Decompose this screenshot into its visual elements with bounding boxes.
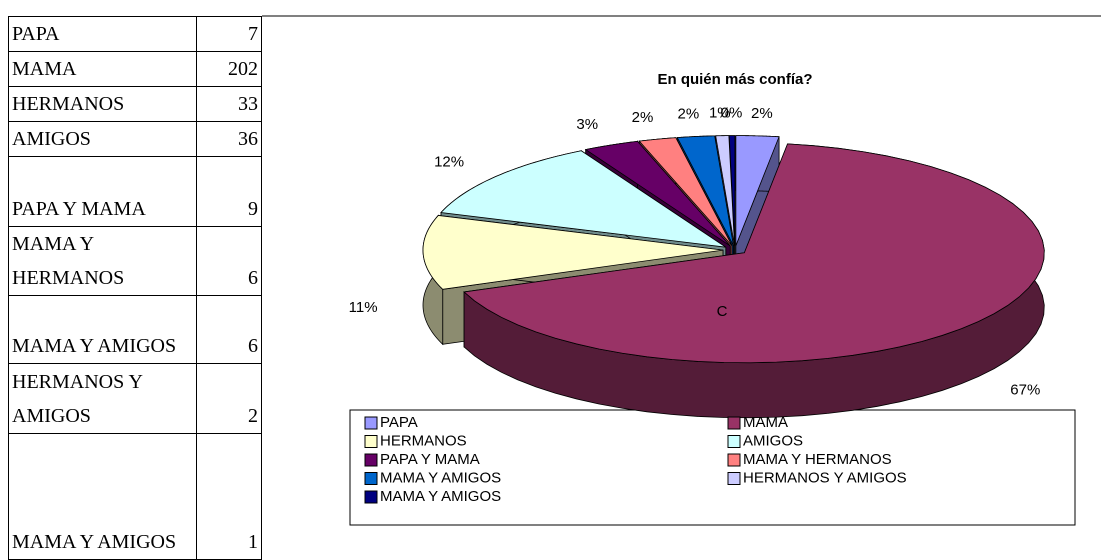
data-label: 0% [721,105,743,122]
count-cell: 202 [196,51,262,87]
legend-box [349,409,1076,526]
label-cell: MAMA [8,51,197,87]
pie-slice [728,135,736,246]
legend-swatch [364,416,378,430]
legend-swatch [727,416,741,430]
legend-swatch [364,453,378,467]
legend-label: MAMA Y HERMANOS [743,451,892,468]
legend-label: AMIGOS [743,432,803,449]
pie-slice [440,150,726,248]
table-row: MAMA Y AMIGOS 1 [8,433,262,560]
table-row: MAMA Y HERMANOS 6 [8,226,262,296]
table-row: MAMA Y AMIGOS 6 [8,295,262,364]
pie-slice [422,215,724,290]
data-label: 1% [709,105,731,122]
legend-label: HERMANOS Y AMIGOS [743,469,907,486]
legend-label: PAPA Y MAMA [380,451,480,468]
legend-swatch [364,472,378,485]
data-label: 2% [751,105,773,122]
table-row: HERMANOS 33 [8,86,262,122]
count-cell: 6 [196,295,262,364]
label-cell: MAMA Y HERMANOS [8,226,197,296]
count-cell: 9 [196,156,262,227]
legend-swatch [364,490,378,504]
count-cell: 6 [196,226,262,296]
data-label: 67% [1010,381,1040,398]
legend-swatch [727,435,741,448]
label-cell: HERMANOS [8,86,197,122]
slice-tops [422,135,1045,364]
table-row: PAPA 7 [8,16,262,52]
legend-label: MAMA Y AMIGOS [380,488,501,505]
pie-slice [676,135,734,246]
data-label: 12% [434,154,464,171]
label-cell: PAPA Y MAMA [8,156,197,227]
count-cell: 36 [196,121,262,157]
pie-slice [463,143,1045,364]
legend-label: HERMANOS [380,432,467,449]
data-label: 11% [349,299,378,316]
chart-title: En quién más confía? [657,71,812,88]
count-cell: 7 [196,16,262,52]
legend-label: MAMA [743,414,788,431]
table-row: MAMA 202 [8,51,262,87]
legend-swatch [727,472,741,485]
annotation: C [717,303,728,320]
legend-label: MAMA Y AMIGOS [380,469,501,486]
count-cell: 33 [196,86,262,122]
data-label: 2% [678,106,700,123]
label-cell: PAPA [8,16,197,52]
table-row: AMIGOS 36 [8,121,262,157]
count-cell: 2 [196,363,262,434]
table-row: PAPA Y MAMA 9 [8,156,262,227]
count-cell: 1 [196,433,262,560]
pie-slice [735,135,780,246]
pie-slice [715,135,735,246]
data-label: 3% [576,116,598,133]
label-cell: HERMANOS Y AMIGOS [8,363,197,434]
label-cell: AMIGOS [8,121,197,157]
table-row: HERMANOS Y AMIGOS 2 [8,363,262,434]
legend-swatch [364,435,378,448]
data-table: PAPA 7 MAMA 202 HERMANOS 33 AMIGOS 36 PAPA Y MAM… [8,16,262,560]
legend-label: PAPA [380,414,418,431]
data-label: 2% [632,109,654,126]
legend-swatch [727,453,741,467]
pie-slice [638,137,733,247]
pie-slice [584,140,731,247]
label-cell: MAMA Y AMIGOS [8,295,197,364]
label-cell: MAMA Y AMIGOS [8,433,197,560]
